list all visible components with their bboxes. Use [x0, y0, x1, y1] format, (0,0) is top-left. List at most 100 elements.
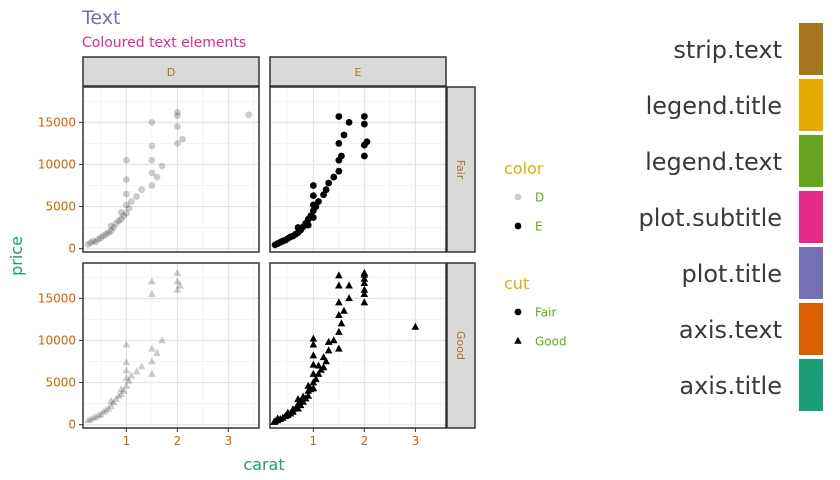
- data-point: [84, 416, 92, 424]
- data-point: [309, 351, 318, 359]
- y-tick-label: 10000: [38, 333, 76, 347]
- data-point: [158, 162, 166, 170]
- strip-box: [446, 86, 476, 253]
- swatch-color: [799, 247, 823, 299]
- data-point: [340, 306, 348, 314]
- data-point: [304, 391, 313, 399]
- y-tick-label: 0: [68, 418, 76, 432]
- swatch-axis-title: axis.title: [679, 359, 823, 411]
- y-tick-label: 5000: [45, 200, 76, 214]
- data-point: [122, 381, 131, 389]
- y-axis-title: price: [7, 236, 26, 276]
- swatch-legend-text: legend.text: [645, 135, 823, 187]
- data-point: [173, 140, 181, 147]
- x-tick-label: 3: [412, 434, 420, 448]
- data-point: [345, 294, 353, 302]
- data-point: [173, 285, 182, 293]
- data-point: [176, 281, 184, 289]
- data-point: [312, 203, 320, 210]
- strip-label: Good: [454, 331, 467, 360]
- data-point: [309, 384, 318, 392]
- data-point: [322, 186, 330, 194]
- panel-background: [83, 87, 259, 252]
- data-point: [94, 411, 103, 419]
- data-point: [335, 298, 343, 306]
- panel-D-fair: 0 5000 10000 15000: [38, 86, 260, 256]
- data-point: [148, 369, 156, 377]
- y-tick-label: 0: [68, 242, 76, 256]
- series-D-good: [84, 268, 184, 424]
- data-point: [122, 156, 130, 164]
- swatch-color: [799, 23, 823, 75]
- data-point: [173, 112, 181, 120]
- data-point: [122, 176, 130, 184]
- data-point: [345, 281, 353, 289]
- swatch-color: [799, 359, 823, 411]
- data-point: [102, 230, 110, 238]
- plot-title: Text: [81, 7, 120, 29]
- data-point: [360, 152, 368, 160]
- data-point: [335, 344, 343, 352]
- legend: color D E cut Fair Good: [504, 159, 567, 349]
- swatch-color: [799, 79, 823, 131]
- data-point: [335, 140, 343, 147]
- swatch-legend-title: legend.title: [646, 79, 823, 131]
- swatch-color: [799, 135, 823, 187]
- data-point: [309, 214, 317, 221]
- legend-key: [514, 336, 522, 344]
- data-point: [309, 334, 318, 342]
- strip-box: [82, 56, 260, 87]
- data-point: [411, 322, 420, 330]
- data-point: [89, 413, 98, 421]
- panel-background: [83, 263, 259, 428]
- data-point: [132, 367, 141, 375]
- data-point: [153, 173, 161, 181]
- data-point: [148, 182, 156, 189]
- legend-label: Good: [535, 335, 567, 349]
- x-tick-label: 1: [123, 434, 131, 448]
- data-point: [309, 182, 317, 189]
- data-point: [122, 190, 130, 198]
- panel-border: [269, 262, 447, 429]
- data-point: [158, 336, 166, 344]
- swatch-label: axis.title: [679, 372, 782, 400]
- data-point: [173, 277, 182, 285]
- strip-fair: Fair: [446, 86, 476, 253]
- data-point: [360, 113, 368, 120]
- x-tick-label: 2: [361, 434, 369, 448]
- data-point: [89, 237, 97, 245]
- data-point: [122, 209, 130, 217]
- data-point: [125, 376, 133, 384]
- data-point: [329, 336, 338, 344]
- panel-E-fair: [269, 86, 447, 253]
- data-point: [319, 353, 328, 361]
- data-point: [148, 289, 156, 297]
- data-point: [360, 289, 369, 297]
- x-tick-label: 1: [310, 434, 318, 448]
- data-point: [363, 138, 371, 146]
- data-point: [335, 327, 343, 335]
- data-point: [91, 412, 100, 420]
- data-point: [179, 135, 186, 143]
- legend-key: [514, 193, 522, 201]
- data-point: [112, 395, 120, 403]
- data-point: [84, 241, 92, 248]
- data-point: [107, 396, 115, 404]
- data-point: [99, 407, 108, 415]
- data-point: [335, 113, 343, 120]
- swatch-strip-text: strip.text: [673, 23, 823, 75]
- swatch-label: legend.title: [646, 92, 782, 120]
- strip-box: [269, 56, 447, 87]
- strip-label: Fair: [454, 160, 467, 180]
- plot-subtitle: Coloured text elements: [82, 35, 246, 51]
- data-point: [319, 363, 328, 371]
- strip-label: E: [355, 66, 362, 79]
- legend-color: color D E: [504, 159, 544, 234]
- data-point: [128, 198, 135, 205]
- data-point: [309, 369, 318, 377]
- data-point: [104, 404, 113, 412]
- data-point: [335, 310, 343, 318]
- swatch-label: axis.text: [679, 316, 782, 344]
- legend-cut: cut Fair Good: [504, 274, 567, 349]
- data-point: [309, 340, 318, 348]
